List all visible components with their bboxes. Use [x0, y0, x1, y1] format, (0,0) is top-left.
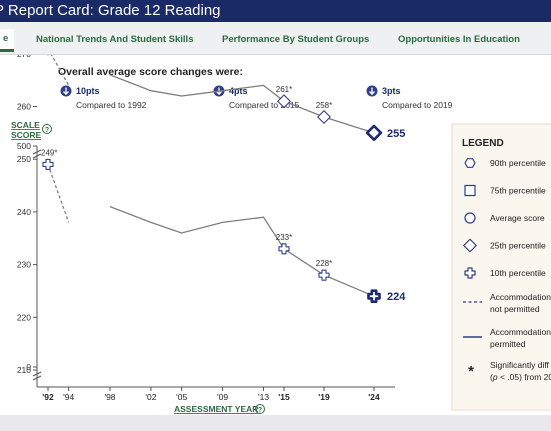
10th-percentile-marker [278, 243, 290, 255]
y-axis-label-line2: SCORE [11, 130, 42, 140]
legend-box [451, 123, 551, 411]
y-tick-label: 210 [17, 365, 31, 375]
app-title-bar: P Report Card: Grade 12 Reading [0, 0, 551, 22]
score-change-comparison: Compared to 1992 [76, 100, 147, 110]
legend-diamond-icon [463, 238, 477, 253]
x-tick-label: '02 [145, 392, 156, 402]
x-tick-label: '15 [278, 392, 290, 402]
tab-overview[interactable]: e [0, 29, 15, 52]
10th-percentile-value-label: 224 [387, 291, 406, 303]
legend-title: LEGEND [462, 138, 504, 149]
legend-square-icon [464, 184, 476, 197]
score-change-comparison: Compared to 2015 [229, 100, 300, 110]
down-arrow-glyph [63, 87, 69, 96]
help-icon [255, 404, 265, 414]
25th-percentile-value-label: 261* [276, 85, 292, 94]
x-tick-label: '24 [368, 392, 380, 402]
x-tick-label: '94 [63, 392, 74, 402]
y-axis-break-bottom [32, 371, 42, 381]
summary-heading: Overall average score changes were: [58, 66, 243, 78]
report-content: Overall average score changes were: 10pts… [0, 0, 551, 415]
help-icon [42, 124, 52, 134]
25th-percentile-value-label: 258* [316, 101, 332, 110]
legend-circle-icon [464, 212, 476, 224]
y-tick-label: 270 [17, 55, 31, 59]
25th-percentile-line-dashed [47, 48, 70, 86]
legend-item-label: 75th percentile [490, 186, 546, 196]
paren: ( [490, 372, 493, 382]
10th-percentile-line-dashed [47, 164, 70, 223]
score-trend-chart: Overall average score changes were: 10pts… [11, 0, 551, 414]
y-tick-label: 220 [17, 312, 31, 322]
score-change-value: 3pts [382, 86, 401, 96]
legend-not-permitted-line2: not permitted [490, 304, 540, 314]
y-axis-break-top [32, 149, 42, 159]
10th-percentile-marker-final [367, 289, 381, 304]
legend-significance-line1: Significantly diff [490, 360, 550, 370]
25th-percentile-marker-final [365, 124, 383, 142]
25th-percentile-line-solid [109, 74, 375, 134]
legend-permitted-line1: Accommodations [490, 327, 551, 337]
10th-percentile-value-label: 233* [276, 233, 292, 242]
y-tick-label: 260 [17, 102, 31, 112]
tab-opportunities[interactable]: Opportunities In Education [398, 34, 520, 45]
bottom-strip [0, 415, 551, 431]
x-tick-label: '19 [318, 392, 330, 402]
score-change-value: 10pts [76, 86, 100, 96]
10th-percentile-marker [318, 269, 330, 281]
x-tick-label: '98 [104, 392, 115, 402]
y-tick-label: 250 [17, 154, 31, 164]
25th-percentile-value-label: 255 [387, 128, 405, 140]
10th-percentile-marker [42, 158, 54, 171]
down-arrow-glyph [369, 87, 375, 96]
y-tick-label: 500 [17, 141, 31, 151]
legend-cross-icon [464, 267, 476, 279]
legend-item-label: 10th percentile [490, 268, 546, 278]
x-tick-label: '13 [258, 392, 269, 402]
x-axis-label: ASSESSMENT YEAR [174, 404, 258, 414]
tab-national-trends[interactable]: National Trends And Student Skills [36, 34, 194, 45]
legend-hexagon-icon [464, 158, 476, 168]
y-tick-label: 230 [17, 260, 31, 270]
legend-not-permitted-line1: Accommodations [490, 292, 551, 302]
10th-percentile-line-solid [109, 205, 375, 297]
x-tick-label: '05 [176, 392, 187, 402]
help-icon-glyph: ? [258, 407, 262, 414]
legend-item-label: 90th percentile [490, 158, 546, 168]
y-tick-label: 0 [26, 362, 31, 372]
help-icon-glyph: ? [45, 127, 49, 134]
x-tick-label: '92 [42, 392, 54, 402]
10th-percentile-value-label: 228* [316, 259, 332, 268]
25th-percentile-marker [317, 110, 331, 124]
p-symbol: p [492, 372, 498, 382]
nav-bar: e National Trends And Student Skills Per… [0, 22, 551, 55]
legend-permitted-line2: permitted [490, 339, 526, 349]
legend-significance-line2: (p < .05) from 20 [490, 372, 551, 382]
x-tick-label: '09 [217, 392, 228, 402]
y-tick-label: 240 [17, 207, 31, 217]
page-title: P Report Card: Grade 12 Reading [0, 2, 221, 19]
score-change-value: 4pts [229, 86, 248, 96]
10th-percentile-value-label: 249* [41, 148, 57, 157]
legend-item-label: 25th percentile [490, 241, 546, 251]
legend-item-label: Average score [490, 213, 545, 223]
tab-student-groups[interactable]: Performance By Student Groups [222, 34, 370, 45]
p-threshold: < .05) from 20 [498, 372, 551, 382]
y-axis-label-line1: SCALE [11, 120, 40, 130]
25th-percentile-marker [277, 94, 291, 109]
asterisk-icon: * [468, 363, 474, 380]
score-change-comparison: Compared to 2019 [382, 100, 453, 110]
